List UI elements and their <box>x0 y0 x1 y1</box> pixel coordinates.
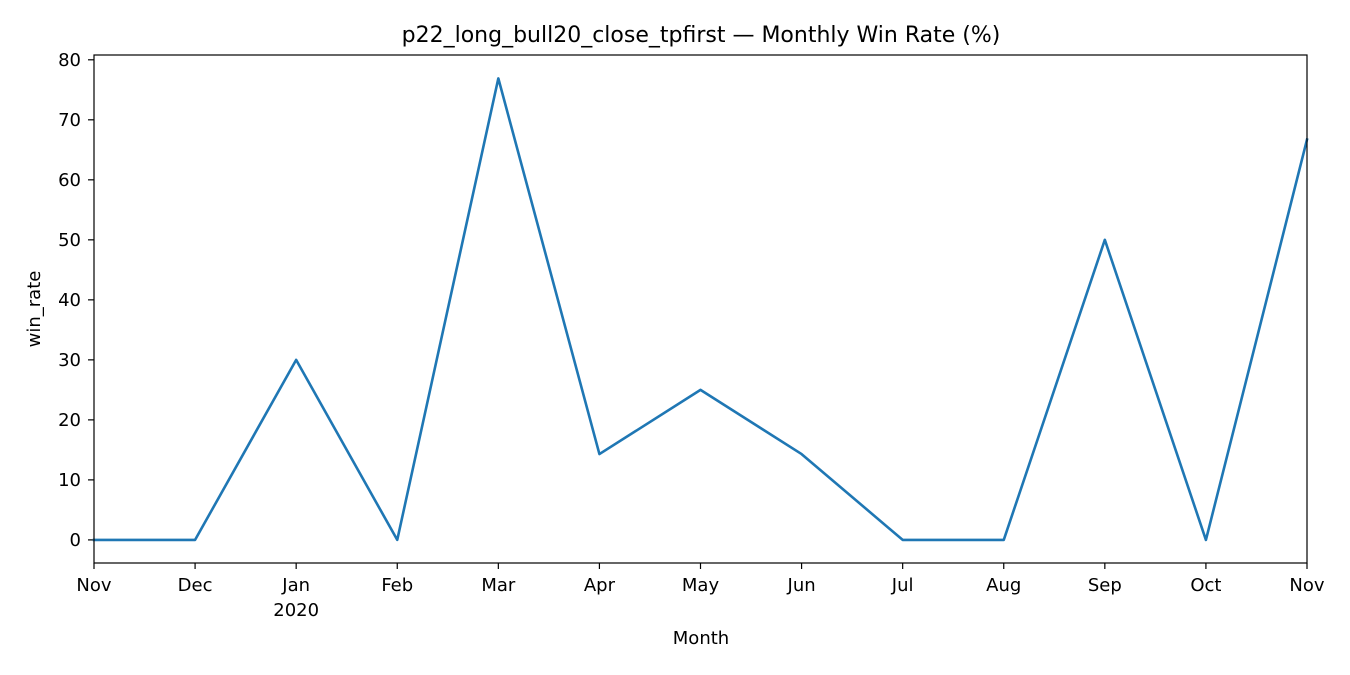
x-tick-label: Jun <box>787 575 816 596</box>
x-tick-label: Dec <box>178 575 213 596</box>
plot-frame <box>93 54 1308 564</box>
x-tick-label: Mar <box>481 575 516 596</box>
x-tick-label: Sep <box>1088 575 1122 596</box>
y-tick-label: 0 <box>70 530 81 551</box>
x-tick-label: Aug <box>986 575 1021 596</box>
x-tick-label: Jan <box>281 575 310 596</box>
x-tick-year-label: 2020 <box>273 600 319 621</box>
x-tick-label: Nov <box>1289 575 1324 596</box>
y-tick-label: 50 <box>58 230 81 251</box>
x-tick-label: Oct <box>1190 575 1221 596</box>
y-axis-label: win_rate <box>24 271 45 348</box>
x-tick-label: May <box>682 575 720 596</box>
y-axis-ticks: 0 10 20 30 40 50 60 70 80 <box>58 50 94 551</box>
x-tick-label: Nov <box>76 575 111 596</box>
x-tick-label: Feb <box>381 575 413 596</box>
y-tick-label: 40 <box>58 290 81 311</box>
y-tick-label: 60 <box>58 170 81 191</box>
y-tick-label: 10 <box>58 470 81 491</box>
y-tick-label: 80 <box>58 50 81 71</box>
x-tick-label: Jul <box>891 575 914 596</box>
chart-title: p22_long_bull20_close_tpfirst — Monthly … <box>402 23 1001 48</box>
y-tick-label: 20 <box>58 410 81 431</box>
y-tick-label: 70 <box>58 110 81 131</box>
y-tick-label: 30 <box>58 350 81 371</box>
x-tick-label: Apr <box>584 575 616 596</box>
x-axis-label: Month <box>673 628 729 649</box>
x-axis-ticks: Nov Dec Jan 2020 Feb Mar Apr May Jun Jul Aug Sep Oct… <box>76 563 1325 621</box>
